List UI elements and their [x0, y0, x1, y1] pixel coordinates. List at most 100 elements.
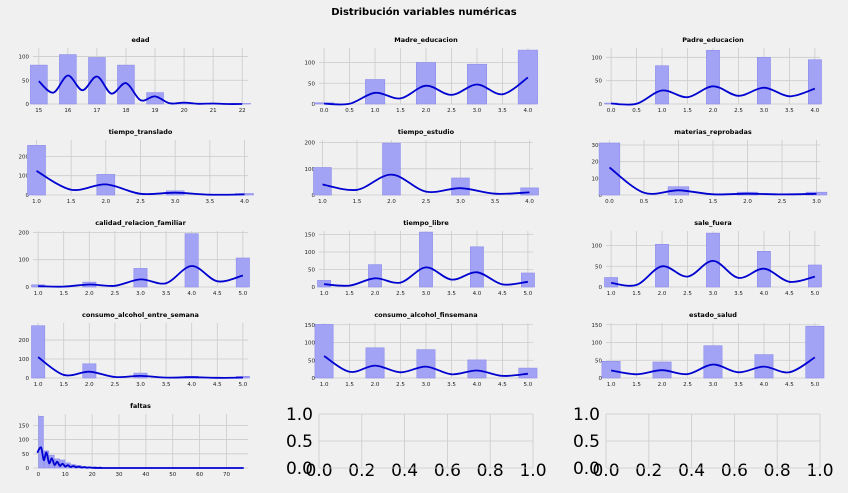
subplot-tiempo_translado: tiempo_translado 1.0 1.5 2.0 2.5 3.0 3.5 4.0 0 10… — [19, 128, 254, 205]
x-tick-label: 0 — [37, 472, 41, 478]
x-tick-label: 1.0 — [34, 382, 43, 388]
subplot-title: consumo_alcohol_finsemana — [374, 311, 477, 319]
x-tick-label: 3.0 — [709, 291, 718, 297]
y-tick-label: 200 — [305, 141, 316, 147]
x-tick-label: 0.5 — [632, 108, 641, 114]
histogram-bar — [317, 280, 331, 288]
subplot-title: tiempo_libre — [403, 219, 449, 227]
x-tick-label: 2.0 — [709, 108, 718, 114]
y-tick-label: 200 — [19, 338, 30, 344]
y-tick-label: 0 — [26, 285, 30, 291]
histogram-bar — [235, 257, 250, 288]
x-tick-label: 4.0 — [811, 108, 820, 114]
x-tick-label: 0.4 — [391, 461, 418, 481]
x-tick-label: 3.5 — [491, 199, 500, 205]
x-tick-label: 4.5 — [213, 382, 222, 388]
x-tick-label: 3.0 — [422, 291, 431, 297]
x-tick-label: 0.4 — [678, 461, 705, 481]
subplot-consumo_alcohol_finsemana: consumo_alcohol_finsemana 1.0 1.5 2.0 2.5 3.0… — [305, 311, 538, 388]
y-tick-label: 100 — [19, 55, 30, 61]
x-tick-label: 2.5 — [111, 382, 120, 388]
x-tick-label: 2.0 — [387, 199, 396, 205]
x-tick-label: 3.5 — [162, 382, 171, 388]
subplot-faltas: faltas 0 10 20 30 40 50 60 70 0 50 100 150 — [19, 402, 248, 478]
x-tick-label: 2.5 — [683, 291, 692, 297]
empty-subplot: 0.0 0.2 0.4 0.6 0.8 1.0 0.0 0.5 1.0 — [286, 405, 547, 481]
x-tick-label: 4.0 — [524, 108, 533, 114]
x-tick-label: 3.0 — [422, 382, 431, 388]
x-tick-label: 0.2 — [348, 461, 375, 481]
y-tick-label: 0 — [599, 285, 603, 291]
x-tick-label: 5.0 — [524, 382, 533, 388]
x-tick-label: 20 — [89, 472, 96, 478]
density-curve — [608, 166, 817, 196]
y-tick-label: 0 — [599, 376, 603, 382]
x-tick-label: 5.0 — [239, 291, 248, 297]
x-tick-label: 4.0 — [240, 199, 249, 205]
x-tick-label: 2.0 — [85, 382, 94, 388]
y-tick-label: 50 — [22, 78, 29, 84]
subplot-consumo_alcohol_entre_semana: consumo_alcohol_entre_semana 1.0 1.5 2.0 2.5… — [19, 311, 250, 388]
x-tick-label: 0.6 — [721, 461, 748, 481]
x-tick-label: 10 — [62, 472, 69, 478]
x-tick-label: 2.0 — [658, 291, 667, 297]
x-tick-label: 0.5 — [640, 199, 649, 205]
y-tick-label: 1.0 — [573, 405, 600, 425]
x-tick-label: 1.0 — [320, 291, 329, 297]
x-tick-label: 3.5 — [734, 291, 743, 297]
histogram-bar — [382, 142, 401, 196]
x-tick-label: 3.5 — [734, 382, 743, 388]
x-tick-label: 1.5 — [396, 108, 405, 114]
subplot-calidad_relacion_familiar: calidad_relacion_familiar 1.0 1.5 2.0 2.5 3.0… — [19, 219, 250, 297]
y-tick-label: 100 — [19, 258, 30, 264]
x-tick-label: 2.5 — [396, 382, 405, 388]
subplot-title: calidad_relacion_familiar — [95, 219, 186, 227]
density-curve — [323, 355, 528, 377]
x-tick-label: 1.5 — [632, 382, 641, 388]
y-tick-label: 50 — [595, 79, 602, 85]
density-curve — [611, 85, 816, 106]
histogram-bar — [133, 268, 148, 288]
subplot-sale_fuera: sale_fuera 1.0 1.5 2.0 2.5 3.0 3.5 4.0 4.5 5.0 0 50… — [592, 219, 822, 297]
x-tick-label: 0.5 — [345, 108, 354, 114]
y-tick-label: 0 — [312, 102, 316, 108]
x-tick-label: 2.5 — [396, 291, 405, 297]
histogram-bar — [313, 167, 332, 196]
histogram-bar — [604, 277, 618, 288]
histogram-bar — [756, 56, 771, 105]
histogram-bar — [38, 415, 44, 469]
x-tick-label: 2.0 — [371, 291, 380, 297]
histogram-bar — [805, 325, 825, 379]
x-tick-label: 1.0 — [519, 461, 546, 481]
x-tick-label: 3.0 — [473, 108, 482, 114]
y-tick-label: 100 — [592, 341, 603, 347]
x-tick-label: 3.5 — [447, 291, 456, 297]
x-tick-label: 16 — [64, 108, 71, 114]
histogram-bar — [520, 187, 539, 196]
histogram-bar — [88, 57, 106, 105]
x-tick-label: 1.5 — [632, 291, 641, 297]
x-tick-label: 20 — [181, 108, 188, 114]
histogram-bar — [365, 347, 385, 379]
y-tick-label: 100 — [305, 250, 316, 256]
x-tick-label: 30 — [116, 472, 123, 478]
y-tick-label: 0 — [312, 376, 316, 382]
density-curve — [324, 266, 529, 287]
x-tick-label: 0.2 — [635, 461, 662, 481]
y-tick-label: 200 — [592, 160, 603, 166]
x-tick-label: 4.0 — [525, 199, 534, 205]
histogram-bar — [31, 325, 46, 379]
y-tick-label: 100 — [19, 438, 30, 444]
x-tick-label: 3.5 — [205, 199, 214, 205]
histogram-bar — [598, 142, 621, 196]
y-tick-label: 100 — [592, 55, 603, 61]
y-tick-label: 150 — [19, 423, 30, 429]
histogram-bar — [314, 324, 334, 379]
histogram-bar — [517, 49, 538, 105]
subplot-title: sale_fuera — [694, 219, 732, 227]
subplot-title: edad — [131, 36, 149, 44]
x-tick-label: 4.5 — [785, 382, 794, 388]
y-tick-label: 100 — [305, 341, 316, 347]
y-tick-label: 50 — [308, 358, 315, 364]
